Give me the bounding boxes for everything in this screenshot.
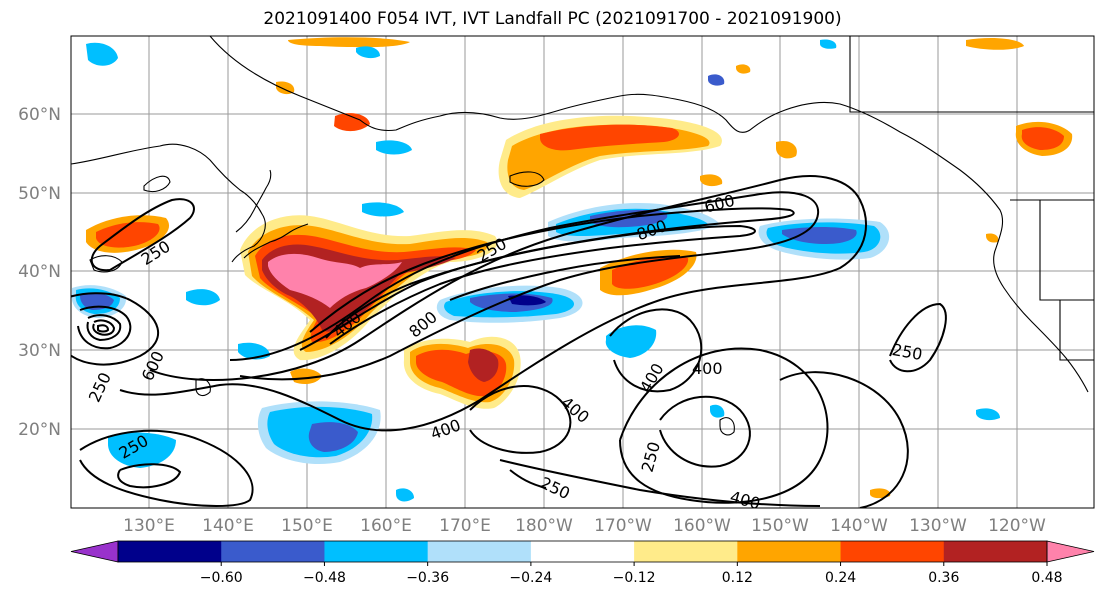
positive-anomaly-fill — [86, 37, 1073, 499]
lon-label: 120°W — [988, 516, 1046, 536]
lon-label: 180°W — [515, 516, 573, 536]
map-border — [70, 35, 1095, 509]
colorbar-segment — [943, 541, 1048, 562]
map-panel — [71, 36, 1094, 508]
colorbar-tick-label: 0.24 — [825, 570, 856, 586]
lat-label: 40°N — [18, 262, 61, 282]
colorbar-tick-label: −0.36 — [406, 570, 449, 586]
lon-label: 160°E — [360, 516, 412, 536]
lon-label: 170°W — [594, 516, 652, 536]
colorbar-segment — [427, 541, 532, 562]
lon-label: 130°W — [909, 516, 967, 536]
lon-label: 140°E — [202, 516, 254, 536]
colorbar-segment — [221, 541, 325, 562]
colorbar: −0.60 −0.48 −0.36 −0.24 −0.12 0.12 0.24 0.36 0.4… — [70, 540, 1095, 586]
colorbar-tick-label: 0.48 — [1031, 570, 1062, 586]
colorbar-extend-high — [1046, 540, 1095, 563]
colorbar-tick-label: 0.36 — [928, 570, 959, 586]
ivt-contours — [71, 175, 947, 508]
colorbar-extend-low — [70, 540, 119, 563]
lon-label: 130°E — [123, 516, 175, 536]
colorbar-segment — [118, 541, 222, 562]
latitude-labels: 60°N 50°N 40°N 30°N 20°N — [18, 105, 61, 440]
colorbar-tick-label: −0.24 — [509, 570, 552, 586]
lon-label: 170°E — [439, 516, 491, 536]
colorbar-tick-label: −0.12 — [613, 570, 656, 586]
colorbar-segment — [530, 541, 635, 562]
colorbar-segment — [634, 541, 738, 562]
colorbar-tick-label: 0.12 — [722, 570, 753, 586]
coastlines — [71, 36, 1094, 436]
lat-label: 60°N — [18, 105, 61, 125]
lon-label: 140°W — [830, 516, 888, 536]
longitude-labels: 130°E 140°E 150°E 160°E 170°E 180°W 170°… — [123, 516, 1046, 536]
contour-label: 400 — [728, 487, 762, 513]
colorbar-tick-label: −0.60 — [200, 570, 243, 586]
map-title: 2021091400 F054 IVT, IVT Landfall PC (20… — [263, 9, 842, 29]
colorbar-segment — [840, 541, 945, 562]
lat-label: 50°N — [18, 184, 61, 204]
lon-label: 150°W — [751, 516, 809, 536]
colorbar-outline — [117, 540, 1048, 563]
colorbar-segment — [737, 541, 842, 562]
lon-label: 160°W — [673, 516, 731, 536]
colorbar-segment — [324, 541, 429, 562]
lat-label: 20°N — [18, 420, 61, 440]
lat-label: 30°N — [18, 341, 61, 361]
lon-label: 150°E — [281, 516, 333, 536]
contour-label: 400 — [692, 359, 723, 378]
colorbar-tick-label: −0.48 — [303, 570, 346, 586]
